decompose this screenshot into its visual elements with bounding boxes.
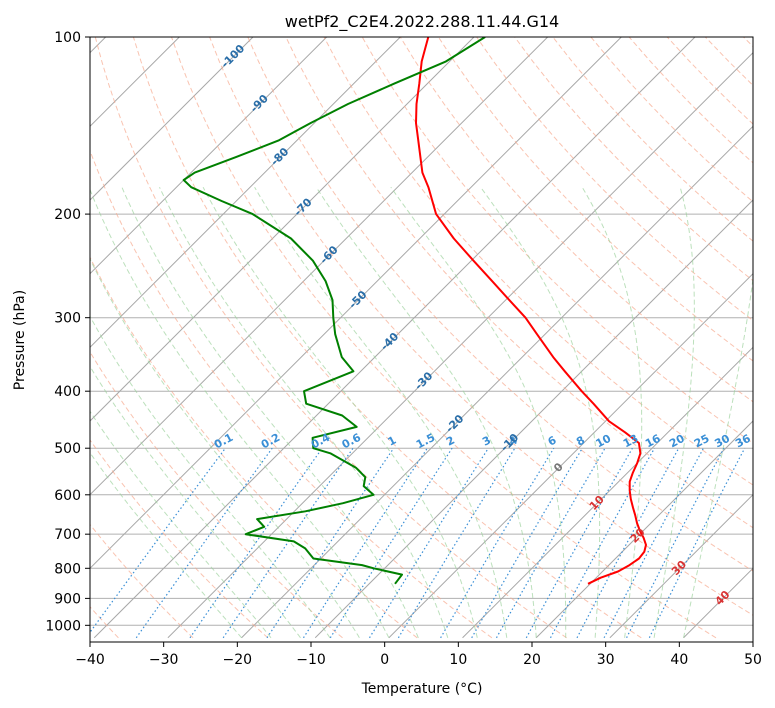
isotherm-line: [757, 37, 775, 638]
mixing-ratio-line: [603, 447, 704, 639]
isotherm-line: [90, 37, 401, 349]
mixing-ratio-line: [626, 447, 725, 639]
isotherm-line: [609, 493, 753, 639]
isotherm-line: [535, 420, 753, 639]
x-tick-label: 30: [597, 652, 615, 668]
isotherm-line: [90, 37, 254, 201]
mixing-ratio-line: [368, 447, 489, 639]
y-tick-label: 600: [54, 488, 81, 504]
dry-adiabat: [361, 37, 753, 444]
y-axis-label: Pressure (hPa): [12, 290, 28, 390]
moist-adiabat: [202, 186, 478, 638]
moist-adiabat: [90, 257, 360, 639]
mixing-ratio-line: [189, 447, 323, 639]
sounding-series: [182, 37, 647, 585]
moist-adiabat: [254, 186, 508, 638]
background-grid: [90, 37, 775, 639]
y-tick-label: 700: [54, 527, 81, 543]
y-tick-label: 1000: [45, 618, 81, 634]
mixing-ratio-line: [525, 447, 633, 639]
mixing-ratio-line: [222, 447, 354, 639]
mixing-ratio-line: [90, 447, 226, 634]
x-axis-label: Temperature (°C): [361, 681, 483, 697]
mixing-ratio-line: [495, 447, 606, 639]
moist-adiabat: [581, 186, 643, 638]
isotherm-line: [90, 37, 328, 275]
mixing-ratio-line: [302, 447, 428, 639]
y-tick-label: 800: [54, 561, 81, 577]
mixing-ratio-label: 13: [621, 432, 641, 451]
dewpoint-profile: [182, 37, 486, 585]
y-tick-label: 100: [54, 30, 81, 46]
x-tick-label: −20: [223, 652, 253, 668]
dry-adiabat: [90, 439, 269, 639]
mixing-ratio-label: 10: [594, 432, 614, 451]
isotherm-line: [90, 37, 549, 496]
x-tick-label: −30: [149, 652, 179, 668]
plot-frame: [89, 36, 754, 643]
moist-adiabat: [90, 315, 331, 639]
dry-adiabat: [90, 523, 194, 639]
moist-adiabat: [159, 186, 449, 638]
isotherm-line: [90, 37, 475, 422]
moist-adiabat: [480, 186, 601, 638]
moist-adiabat: [90, 365, 301, 639]
mixing-ratio-line: [135, 447, 273, 639]
moist-adiabat: [90, 451, 242, 639]
isotherm-line: [388, 272, 753, 639]
y-tick-label: 400: [54, 384, 81, 400]
axis-ticks: −40 −30 −20 −10 0 10 20 30 40 50 1000 900 800 700 600 5…: [45, 30, 762, 668]
x-tick-label: 50: [744, 652, 762, 668]
y-tick-label: 500: [54, 441, 81, 457]
dry-adiabat: [209, 37, 753, 616]
moist-adiabat: [90, 188, 390, 639]
moist-adiabat: [683, 275, 753, 638]
dry-adiabat: [285, 37, 753, 529]
mixing-ratio-label: 25: [692, 432, 712, 451]
dry-adiabat: [514, 37, 753, 282]
x-tick-label: 10: [449, 652, 467, 668]
dry-adiabat: [90, 350, 343, 639]
x-tick-label: 20: [523, 652, 541, 668]
dry-adiabat: [171, 37, 717, 639]
y-tick-label: 900: [54, 591, 81, 607]
x-tick-label: 40: [670, 652, 688, 668]
moist-adiabat: [90, 410, 272, 639]
mixing-ratio-line: [471, 447, 583, 639]
x-tick-label: −40: [75, 652, 105, 668]
temperature-profile: [415, 37, 647, 585]
isotherm-line: [462, 346, 753, 639]
mixing-ratio-label: 20: [667, 432, 687, 451]
moist-adiabat: [390, 186, 567, 638]
mixing-ratio-label: 16: [643, 432, 663, 451]
chart-title: wetPf2_C2E4.2022.288.11.44.G14: [285, 12, 559, 32]
mixing-ratio-line: [549, 447, 656, 639]
mixing-ratio-label: 36: [733, 432, 753, 451]
isotherm-line: [93, 37, 696, 639]
dry-adiabat: [323, 37, 753, 486]
plot-background: [90, 37, 753, 642]
isotherm-line: [90, 37, 622, 570]
moist-adiabat: [653, 187, 695, 638]
x-tick-label: 0: [380, 652, 389, 668]
mixing-ratio-label: 30: [712, 432, 732, 451]
dry-adiabat: [132, 37, 642, 639]
y-tick-label: 300: [54, 311, 81, 327]
dry-adiabat: [94, 37, 567, 639]
x-tick-label: −10: [296, 652, 326, 668]
dry-adiabat: [437, 37, 753, 362]
dry-adiabat: [90, 256, 418, 639]
moist-adiabat: [315, 186, 537, 638]
isotherm-line: [241, 125, 753, 639]
y-tick-label: 200: [54, 207, 81, 223]
dry-adiabat: [90, 149, 493, 639]
moist-adiabat: [121, 187, 419, 639]
